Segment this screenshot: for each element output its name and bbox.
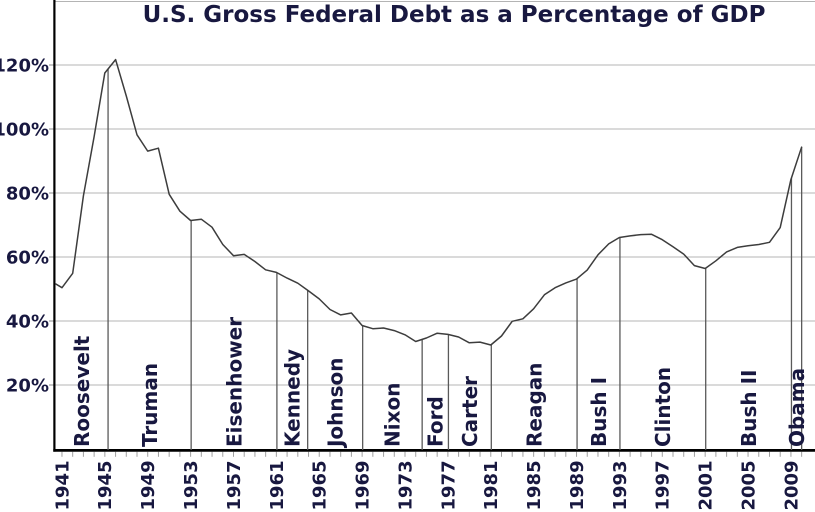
x-axis-label-1957: 1957 <box>224 460 245 510</box>
chart-title: U.S. Gross Federal Debt as a Percentage … <box>142 2 766 28</box>
president-label-bush-ii: Bush II <box>737 370 761 447</box>
x-axis-label-1949: 1949 <box>138 460 159 510</box>
x-axis-label-1989: 1989 <box>567 460 588 510</box>
president-label-carter: Carter <box>458 376 482 447</box>
y-axis-label-100: 100% <box>0 119 49 140</box>
president-label-eisenhower: Eisenhower <box>222 317 246 447</box>
president-label-bush-i: Bush I <box>587 377 611 447</box>
gridlines-group <box>55 64 815 386</box>
x-axis-label-2001: 2001 <box>696 460 717 510</box>
y-axis-label-20: 20% <box>6 375 49 396</box>
y-axis-label-80: 80% <box>6 183 49 204</box>
x-ticks-group <box>61 451 803 457</box>
y-axis-label-60: 60% <box>6 247 49 268</box>
president-label-roosevelt: Roosevelt <box>70 335 94 447</box>
x-axis-label-1941: 1941 <box>52 460 73 510</box>
x-axis-label-1961: 1961 <box>267 460 288 510</box>
x-axis-labels-group: 1941 1945 1949 1953 1957 1961 1965 1969 1973 1977… <box>52 460 802 510</box>
president-label-truman: Truman <box>138 363 162 447</box>
x-axis-label-1969: 1969 <box>353 460 374 510</box>
president-label-reagan: Reagan <box>522 362 546 447</box>
x-axis-label-1977: 1977 <box>438 460 459 510</box>
debt-percentage-curve <box>55 58 803 346</box>
president-label-nixon: Nixon <box>381 383 405 447</box>
y-axis-label-40: 40% <box>6 311 49 332</box>
x-axis-label-1985: 1985 <box>524 460 545 510</box>
y-axis-labels-group: 20% 40% 60% 80% 100% 120% <box>0 55 49 396</box>
x-axis-label-1953: 1953 <box>181 460 202 510</box>
x-axis-label-1997: 1997 <box>653 460 674 510</box>
president-label-kennedy: Kennedy <box>281 349 305 447</box>
x-axis-label-1993: 1993 <box>610 460 631 510</box>
x-axis-label-1973: 1973 <box>395 460 416 510</box>
president-label-ford: Ford <box>424 396 448 447</box>
president-labels-group: Roosevelt Truman Eisenhower Kennedy Johnson N… <box>70 317 809 449</box>
x-axis-label-1945: 1945 <box>95 460 116 510</box>
x-axis-label-1965: 1965 <box>310 460 331 510</box>
x-axis-label-2009: 2009 <box>781 460 802 510</box>
x-axis-label-2005: 2005 <box>738 460 759 510</box>
x-axis-label-1981: 1981 <box>481 460 502 510</box>
president-label-johnson: Johnson <box>323 357 347 449</box>
president-dividers-group <box>107 68 803 450</box>
president-label-obama: Obama <box>785 368 809 447</box>
president-label-clinton: Clinton <box>651 367 675 447</box>
y-axis-label-120: 120% <box>0 55 49 76</box>
